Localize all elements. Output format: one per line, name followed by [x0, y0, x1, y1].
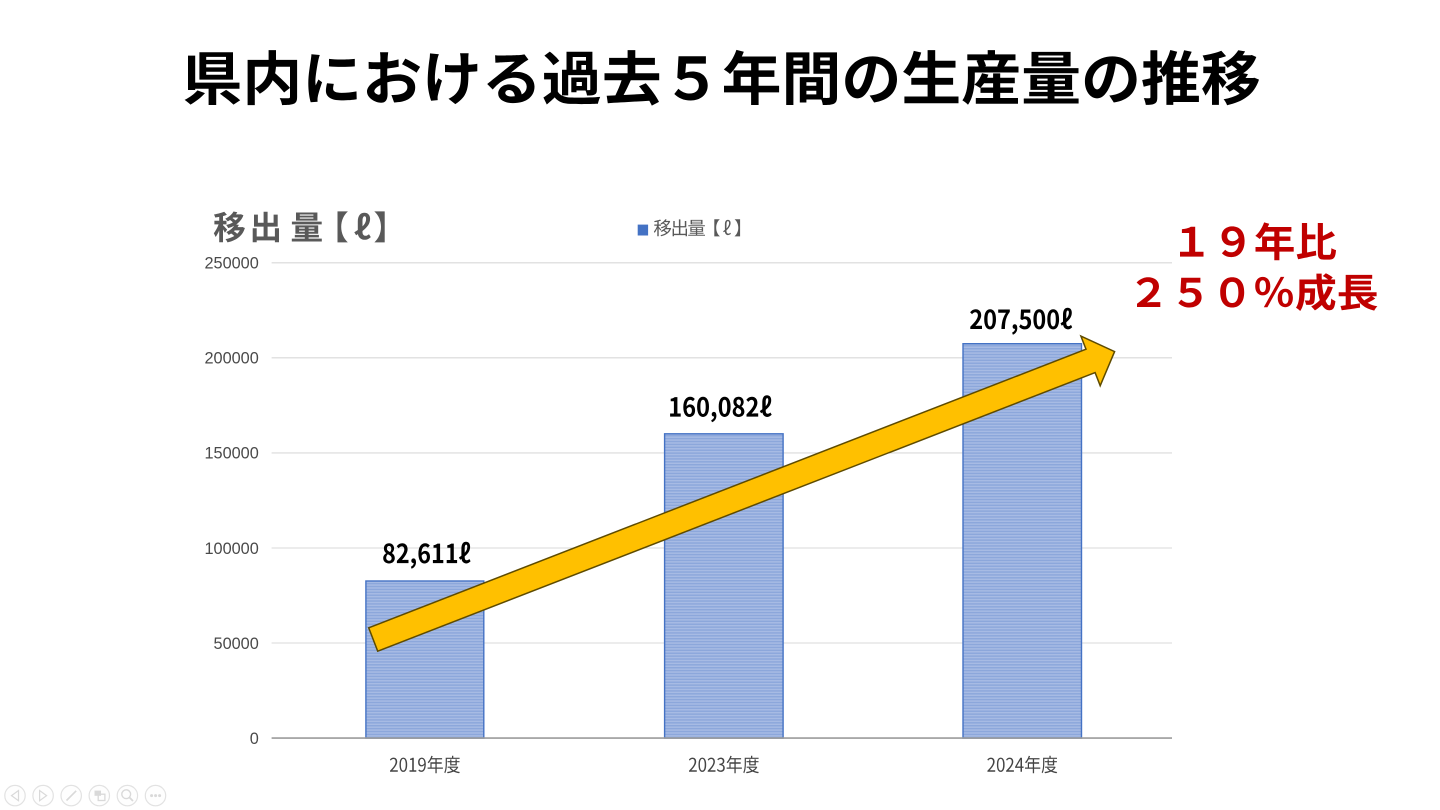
svg-text:0: 0	[250, 730, 259, 748]
svg-text:250000: 250000	[204, 255, 258, 273]
svg-text:200000: 200000	[204, 350, 258, 368]
svg-text:50000: 50000	[214, 635, 259, 653]
svg-text:100000: 100000	[204, 540, 258, 558]
svg-text:150000: 150000	[204, 445, 258, 463]
